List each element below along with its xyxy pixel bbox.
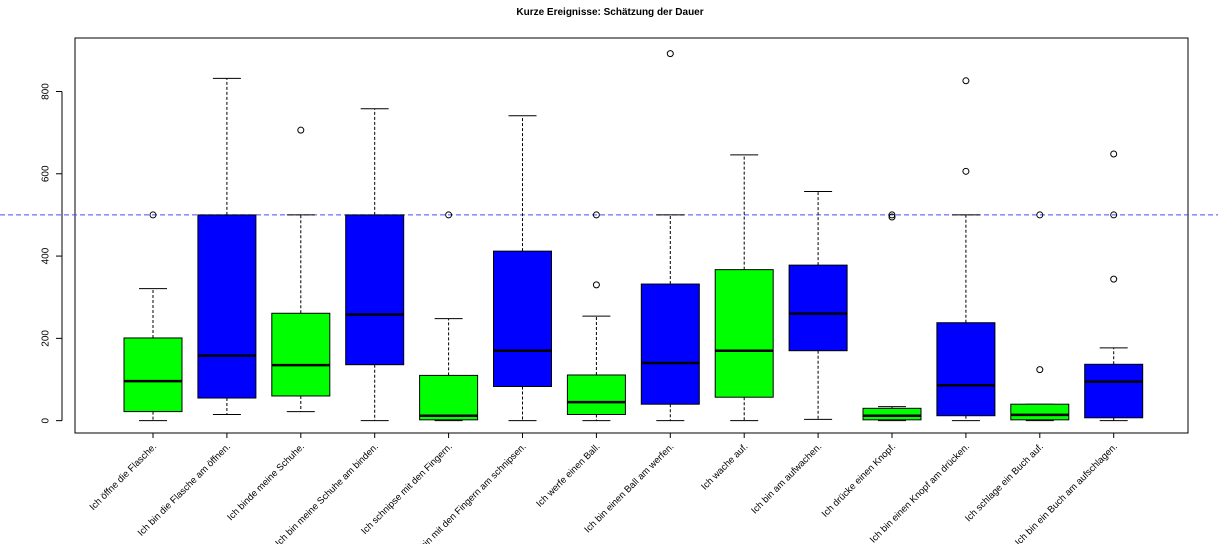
box-iqr — [1011, 404, 1069, 420]
box-group: Ich wache auf. — [699, 155, 773, 493]
category-label: Ich binde meine Schuhe. — [225, 441, 307, 523]
box-iqr — [789, 265, 847, 351]
box-iqr — [641, 284, 699, 404]
y-tick-label: 0 — [41, 417, 52, 423]
outlier-point — [667, 51, 673, 57]
outlier-point — [963, 168, 969, 174]
box-iqr — [715, 270, 773, 398]
y-tick-label: 400 — [41, 247, 52, 264]
outlier-point — [1111, 151, 1117, 157]
box-group: Ich bin einen Ball am werfen. — [582, 51, 699, 536]
category-label: Ich bin mit den Fingern am schnipsen. — [407, 441, 528, 544]
outlier-point — [1111, 276, 1117, 282]
category-label: Ich drücke einen Knopf. — [820, 441, 898, 519]
box-iqr — [198, 215, 256, 398]
box-iqr — [494, 251, 552, 386]
box-iqr — [124, 338, 182, 412]
box-group: Ich bin die Flasche am öffnen. — [136, 78, 256, 538]
chart-title: Kurze Ereignisse: Schätzung der Dauer — [516, 7, 703, 18]
outlier-point — [963, 78, 969, 84]
box-iqr — [346, 215, 404, 365]
category-label: Ich bin einen Ball am werfen. — [582, 441, 676, 535]
box-iqr — [863, 408, 921, 420]
category-label: Ich bin am aufwachen. — [749, 441, 824, 516]
box-iqr — [1085, 364, 1143, 417]
box-group: Ich bin ein Buch am aufschlagen. — [1013, 151, 1143, 544]
category-label: Ich schlage ein Buch auf. — [963, 441, 1046, 524]
box-group: Ich bin mit den Fingern am schnipsen. — [407, 116, 551, 544]
box-iqr — [272, 313, 330, 396]
category-label: Ich wache auf. — [699, 441, 750, 492]
category-label: Ich werfe einen Ball. — [534, 441, 602, 509]
outlier-point — [593, 282, 599, 288]
box-group: Ich öffne die Flasche. — [88, 212, 182, 513]
box-iqr — [937, 323, 995, 416]
category-label: Ich öffne die Flasche. — [88, 441, 160, 513]
y-tick-label: 600 — [41, 165, 52, 182]
box-iqr — [420, 375, 478, 419]
outlier-point — [1037, 367, 1043, 373]
y-tick-label: 200 — [41, 330, 52, 347]
outlier-point — [298, 127, 304, 133]
box-group: Ich bin einen Knopf am drücken. — [868, 78, 995, 544]
box-group: Ich drücke einen Knopf. — [820, 212, 921, 520]
y-tick-label: 800 — [41, 83, 52, 100]
box-iqr — [567, 375, 625, 415]
